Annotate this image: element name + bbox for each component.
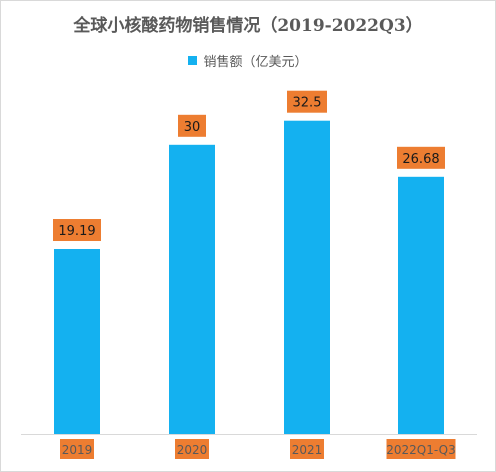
data-label-2019: 19.19 bbox=[58, 224, 95, 239]
category-label-2020: 2020 bbox=[177, 443, 208, 457]
data-label-2021: 32.5 bbox=[293, 96, 322, 111]
data-label-box-2022Q1-Q3 bbox=[397, 146, 445, 169]
bar-2022Q1-Q3 bbox=[398, 176, 444, 434]
category-label-box-2022Q1-Q3 bbox=[386, 439, 456, 459]
data-label-2022Q1-Q3: 26.68 bbox=[402, 152, 439, 167]
bar-2019 bbox=[54, 249, 100, 434]
category-label-box-2019 bbox=[60, 439, 94, 459]
data-label-box-2019 bbox=[53, 219, 101, 242]
data-label-box-2020 bbox=[178, 114, 206, 137]
category-label-2019: 2019 bbox=[62, 443, 93, 457]
legend-swatch bbox=[188, 56, 198, 65]
legend: 销售额（亿美元） bbox=[1, 51, 495, 70]
data-label-box-2021 bbox=[287, 90, 327, 113]
category-label-box-2021 bbox=[290, 439, 324, 459]
category-label-2021: 2021 bbox=[292, 443, 323, 457]
bar-2020 bbox=[169, 144, 215, 435]
chart-title: 全球小核酸药物销售情况（2019-2022Q3） bbox=[73, 16, 423, 36]
legend-label: 销售额（亿美元） bbox=[203, 55, 308, 70]
category-label-2022Q1-Q3: 2022Q1-Q3 bbox=[386, 443, 455, 457]
data-label-2020: 30 bbox=[184, 120, 201, 135]
category-label-box-2020 bbox=[175, 439, 209, 459]
bar-2021 bbox=[284, 120, 330, 434]
